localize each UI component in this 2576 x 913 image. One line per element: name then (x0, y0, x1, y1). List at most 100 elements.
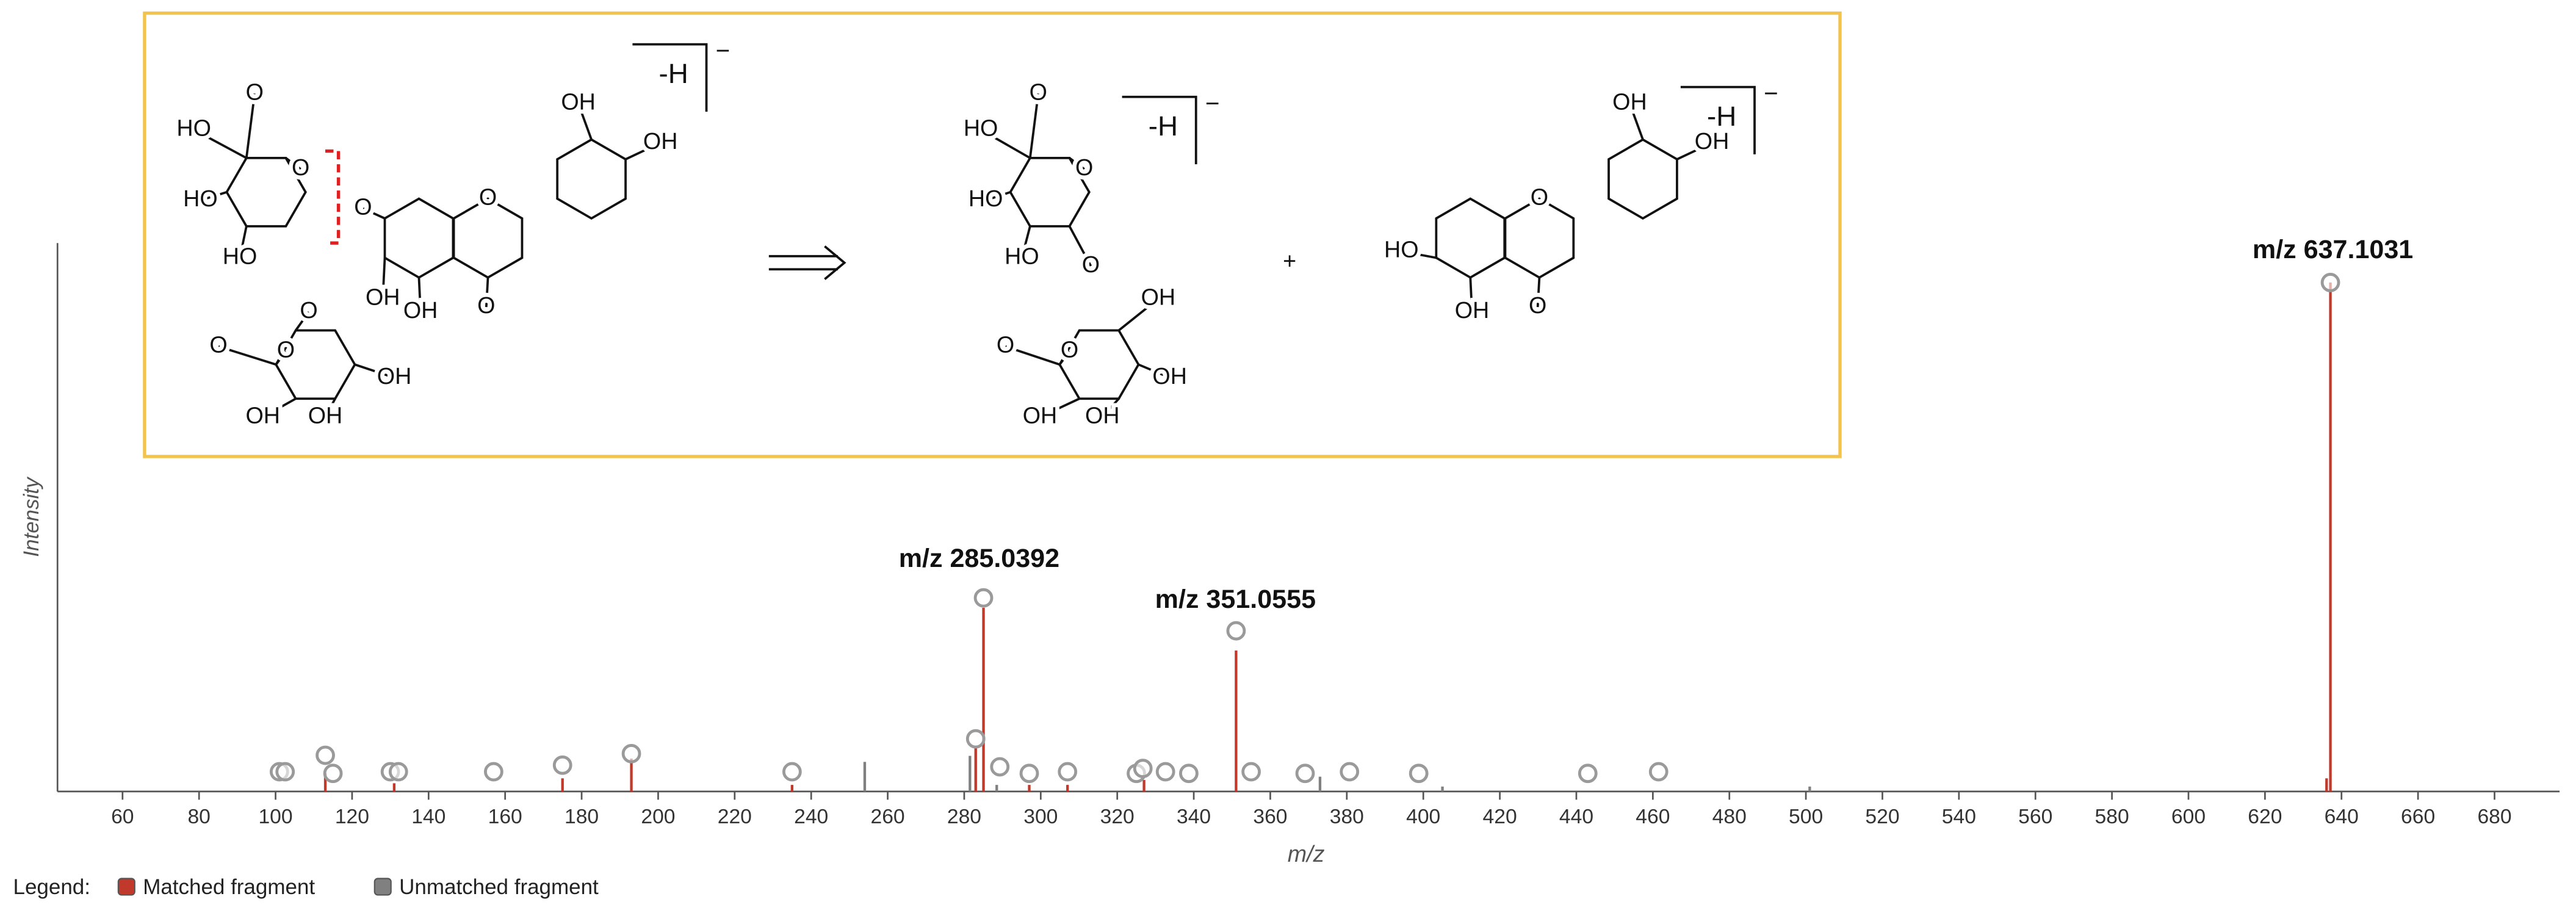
x-tick-label: 520 (1865, 806, 1899, 828)
fragment-marker (483, 762, 503, 782)
atom-label: OH (1023, 402, 1057, 428)
x-tick-label: 240 (794, 806, 828, 828)
atom-label: OH (1141, 284, 1175, 310)
bond (1469, 277, 1473, 312)
fragment-marker (1648, 762, 1669, 782)
x-tick-label: 200 (641, 806, 675, 828)
bond (354, 363, 395, 379)
fragment-marker (552, 755, 572, 775)
atom-label: O (1531, 184, 1548, 210)
x-tick-label: 400 (1406, 806, 1440, 828)
atom-label: O (479, 184, 497, 210)
peak-annotation: m/z 637.1031 (2253, 235, 2413, 264)
atom-label: O (1529, 292, 1546, 318)
atom-label: HO (1384, 237, 1418, 262)
atom-label: HO (964, 115, 998, 141)
x-tick-label: 360 (1253, 806, 1287, 828)
bond (1039, 397, 1080, 419)
fragment-marker (1295, 763, 1315, 784)
atom-label: O (354, 194, 372, 220)
atom-label: O (477, 292, 495, 318)
peak-annotation: m/z 351.0555 (1155, 585, 1316, 614)
atom-label: OH (643, 128, 677, 154)
atom-label: HO (969, 186, 1003, 211)
fragment-marker (1019, 763, 1039, 784)
fragment-marker (1155, 762, 1175, 782)
bond (381, 258, 386, 299)
atom-label: OH (366, 284, 400, 310)
bond (324, 398, 336, 418)
x-tick-label: 160 (488, 806, 522, 828)
atom-label: O (246, 79, 264, 104)
x-tick-label: 580 (2095, 806, 2129, 828)
atom-label: O (1061, 337, 1078, 363)
bond (218, 345, 276, 366)
atom-label: HO (223, 243, 257, 269)
x-tick-label: 220 (718, 806, 752, 828)
bond (1020, 226, 1031, 258)
legend-label: Unmatched fragment (399, 875, 599, 899)
bond (417, 277, 422, 312)
fragment-marker (990, 757, 1010, 777)
fragment-marker (323, 763, 343, 784)
fragment-marker (388, 762, 408, 782)
x-tick-label: 440 (1559, 806, 1593, 828)
x-axis-label: m/z (1288, 841, 1325, 867)
x-tick-label: 260 (871, 806, 905, 828)
atom-label: O (209, 332, 227, 358)
bond (980, 128, 1031, 159)
x-tick-label: 180 (565, 806, 599, 828)
bond (1069, 157, 1085, 170)
fragment-marker (1241, 762, 1261, 782)
legend-swatch (373, 878, 392, 896)
atom-label: OH (561, 88, 595, 114)
fragment-marker (2320, 273, 2340, 292)
ion-label: -H (1149, 110, 1178, 142)
bond (275, 350, 287, 366)
bond (285, 157, 301, 170)
x-tick-label: 500 (1789, 806, 1823, 828)
atom-label: OH (308, 402, 342, 428)
bond (625, 142, 661, 161)
x-tick-label: 280 (947, 806, 981, 828)
fragment-marker (1179, 763, 1199, 784)
atom-label: OH (245, 402, 280, 428)
x-tick-label: 620 (2248, 806, 2282, 828)
fragment-marker (1133, 759, 1153, 779)
ion-bracket (632, 43, 708, 112)
atom-label: OH (377, 363, 411, 389)
fragment-marker (1578, 763, 1598, 784)
plus-sign: + (1283, 248, 1296, 273)
ion-label: -H (659, 58, 688, 89)
fragment-marker (621, 744, 641, 763)
bond (577, 103, 593, 140)
arrow (768, 245, 846, 280)
x-tick-label: 60 (111, 806, 134, 828)
bond (485, 277, 489, 308)
x-tick-label: 600 (2171, 806, 2206, 828)
fragment-marker (965, 729, 986, 749)
bond (295, 311, 310, 331)
x-tick-label: 320 (1100, 806, 1135, 828)
fragment-marker (1409, 763, 1429, 784)
x-tick-label: 540 (1942, 806, 1976, 828)
atom-label: O (300, 297, 317, 323)
fragment-marker (973, 588, 994, 608)
bond (245, 93, 256, 159)
atom-label: O (1075, 154, 1093, 180)
atom-label: O (1030, 79, 1047, 104)
bond (985, 191, 1011, 202)
atom-label: OH (1612, 88, 1647, 114)
x-tick-label: 340 (1177, 806, 1211, 828)
atom-label: HO (183, 186, 217, 211)
x-tick-label: 680 (2477, 806, 2511, 828)
atom-label: HO (176, 115, 211, 141)
atom-label: OH (1695, 128, 1729, 154)
ion-bracket (1680, 85, 1756, 154)
x-tick-label: 120 (335, 806, 369, 828)
fragment-marker (1058, 762, 1078, 782)
x-tick-label: 100 (258, 806, 292, 828)
bond (1401, 250, 1437, 259)
